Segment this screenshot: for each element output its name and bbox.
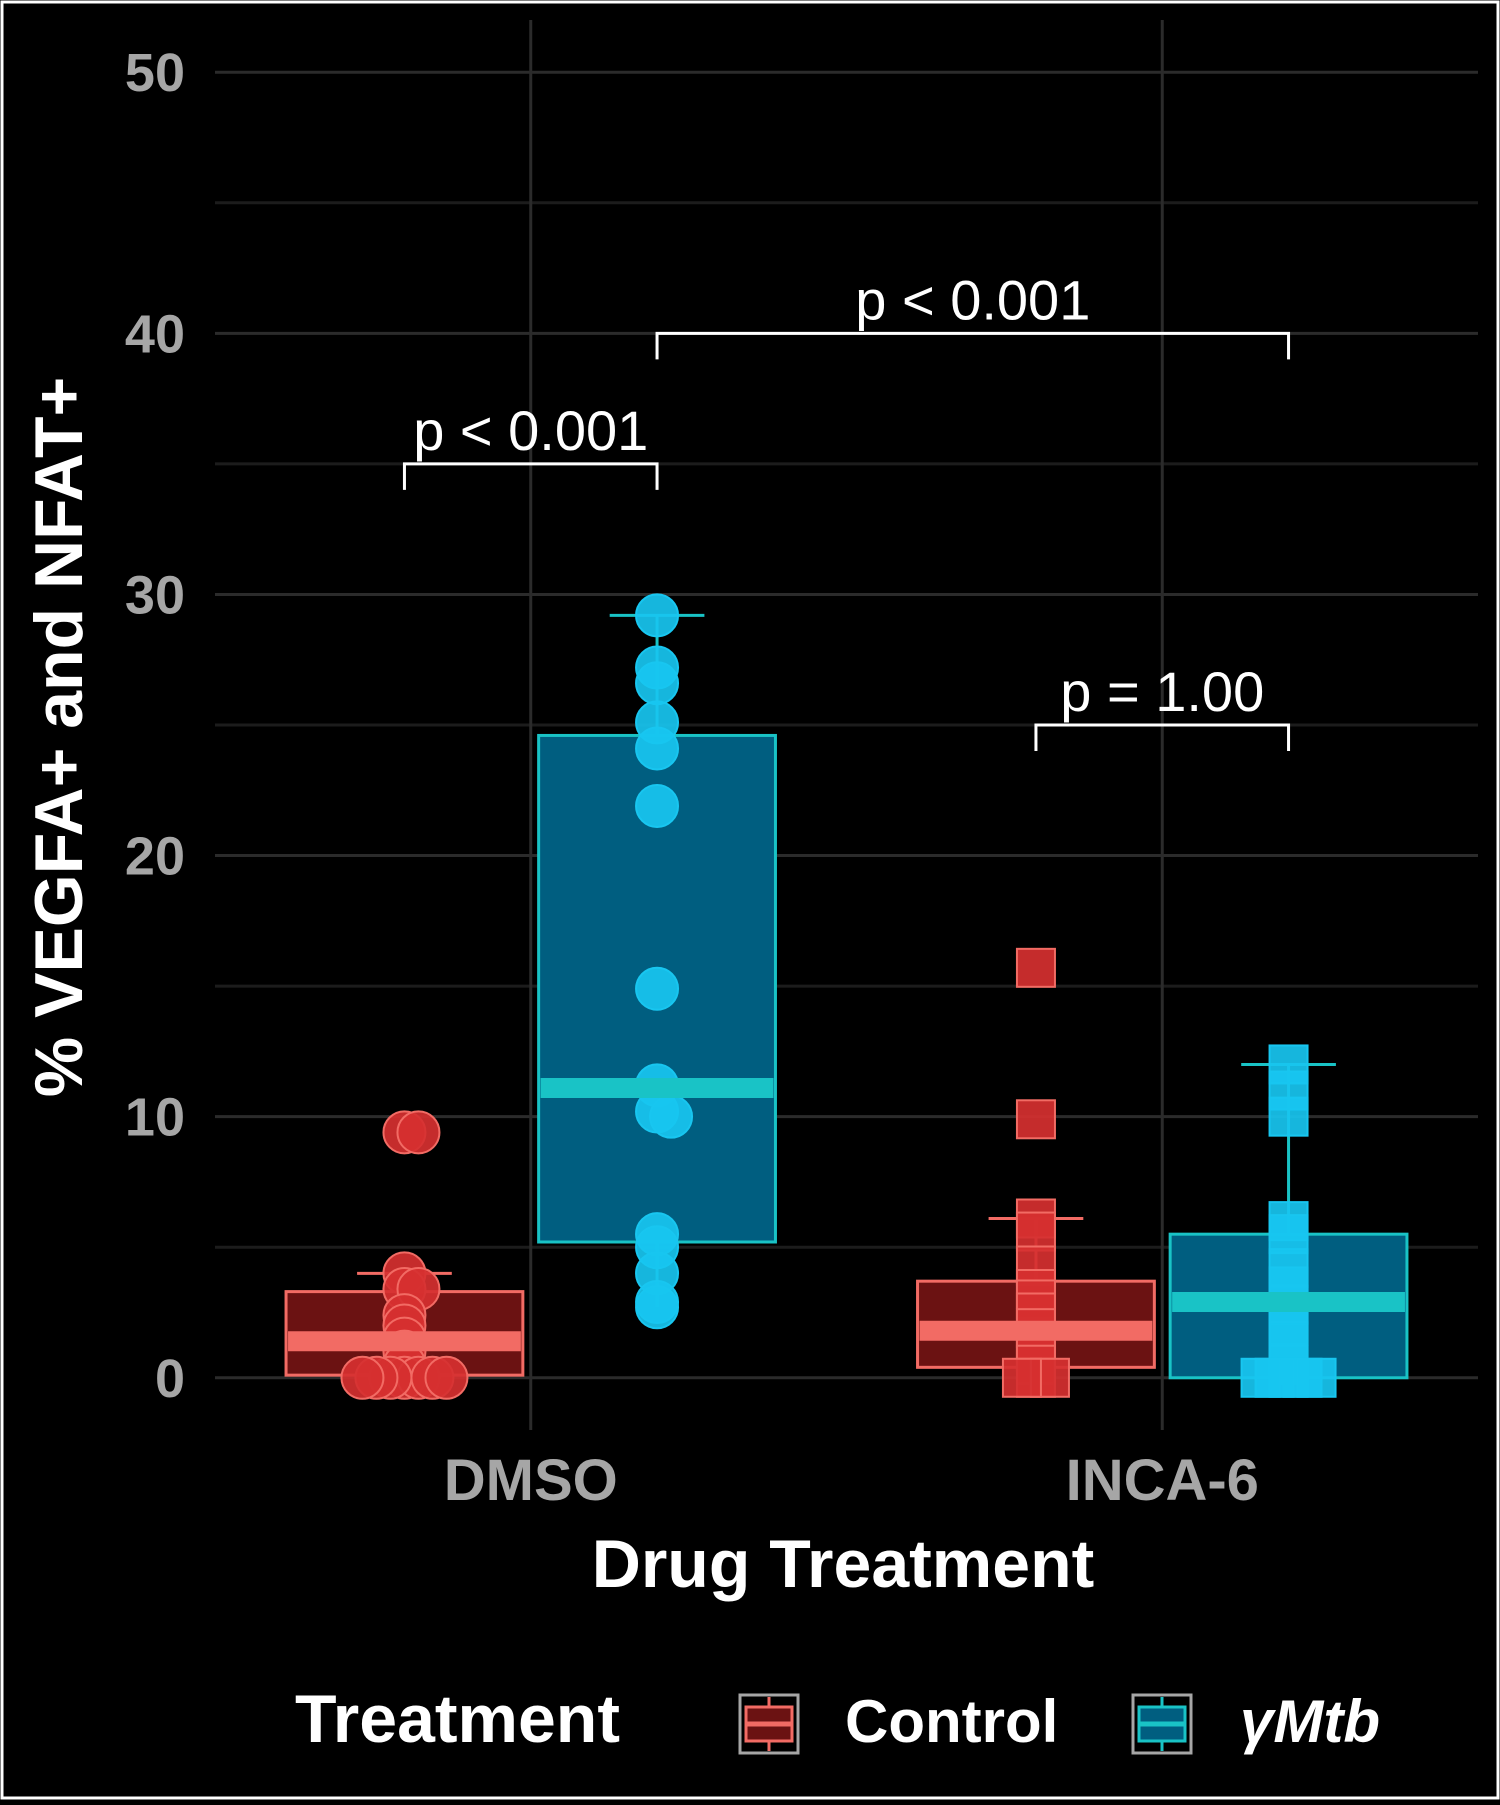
y-tick-label: 50 [125, 43, 185, 103]
data-point [1001, 1357, 1042, 1398]
significance-bracket: p = 1.00 [1034, 660, 1291, 751]
legend-label: Control [845, 1688, 1058, 1755]
bracket-line [655, 331, 1291, 360]
data-point [635, 966, 680, 1011]
legend-key-gmtb: γMtb [1131, 1688, 1380, 1755]
data-point [396, 1110, 441, 1155]
p-value-label: p = 1.00 [1060, 660, 1264, 723]
data-point [1015, 947, 1056, 988]
data-point [1240, 1357, 1281, 1398]
y-tick-label: 10 [125, 1088, 185, 1148]
data-point [1015, 1211, 1056, 1252]
significance-bracket: p < 0.001 [402, 399, 659, 490]
data-point [635, 593, 680, 638]
data-point [635, 726, 680, 771]
data-point [649, 1094, 694, 1139]
y-tick-labels: 0 10 20 30 40 50 [125, 43, 185, 1409]
legend-label: γMtb [1240, 1688, 1380, 1755]
legend: Treatment Control γMtb [295, 1681, 1380, 1757]
data-points [288, 593, 1405, 1400]
data-point [1296, 1357, 1337, 1398]
y-tick-label: 20 [125, 827, 185, 887]
significance-annotations: p < 0.001 p < 0.001 p = 1.00 [402, 268, 1291, 751]
y-tick-label: 30 [125, 565, 185, 625]
data-point [340, 1355, 385, 1400]
significance-bracket: p < 0.001 [655, 268, 1291, 360]
data-point [1015, 1099, 1056, 1140]
data-point [635, 661, 680, 706]
bracket-line [1034, 723, 1291, 751]
bracket-line [402, 462, 659, 490]
data-point [635, 783, 680, 828]
y-axis-title: % VEGFA+ and NFAT+ [21, 377, 97, 1097]
x-tick-label: DMSO [444, 1448, 618, 1513]
p-value-label: p < 0.001 [855, 268, 1090, 331]
p-value-label: p < 0.001 [413, 399, 648, 462]
legend-title: Treatment [295, 1681, 620, 1757]
legend-key-control: Control [738, 1688, 1058, 1755]
data-point [1268, 1214, 1309, 1255]
data-point [424, 1355, 469, 1400]
y-tick-label: 0 [155, 1349, 185, 1409]
x-axis-title: Drug Treatment [592, 1526, 1095, 1602]
data-point [1268, 1096, 1309, 1137]
data-point [635, 1285, 680, 1330]
y-tick-label: 40 [125, 304, 185, 364]
x-tick-labels: DMSO INCA-6 [444, 1448, 1259, 1513]
x-tick-label: INCA-6 [1066, 1448, 1259, 1513]
